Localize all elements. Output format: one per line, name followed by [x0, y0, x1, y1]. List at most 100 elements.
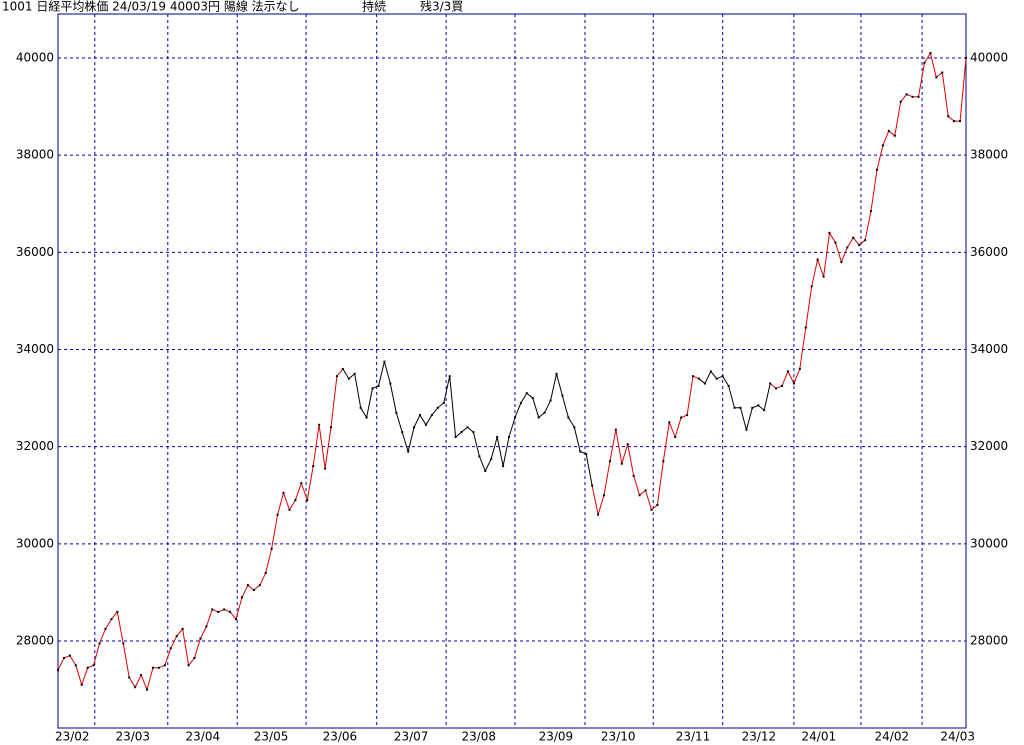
- x-tick-label: 23/04: [186, 730, 221, 744]
- y-tick-label: 34000: [16, 342, 54, 356]
- x-tick-label: 23/10: [601, 730, 636, 744]
- price-point: [157, 666, 160, 669]
- price-point: [466, 426, 469, 429]
- price-point: [472, 431, 475, 434]
- price-point: [798, 367, 801, 370]
- price-point: [757, 404, 760, 407]
- price-point: [413, 426, 416, 429]
- price-point: [430, 414, 433, 417]
- x-tick-label: 23/09: [539, 730, 574, 744]
- price-point: [965, 56, 967, 59]
- price-point: [662, 460, 665, 463]
- price-point: [905, 93, 908, 96]
- price-point: [199, 637, 202, 640]
- price-point: [86, 666, 89, 669]
- price-point: [929, 52, 932, 55]
- price-point: [923, 61, 926, 64]
- price-point: [739, 406, 742, 409]
- price-point: [715, 377, 718, 380]
- price-point: [692, 375, 695, 378]
- price-point: [460, 431, 463, 434]
- price-point: [911, 95, 914, 98]
- price-point: [359, 406, 362, 409]
- price-point: [341, 367, 344, 370]
- price-point: [371, 387, 374, 390]
- price-point: [122, 642, 125, 645]
- price-point: [92, 664, 95, 667]
- price-point: [252, 589, 255, 592]
- y2-tick-label: 38000: [970, 148, 1008, 162]
- price-point: [377, 384, 380, 387]
- price-line: [342, 361, 593, 486]
- price-point: [116, 610, 119, 613]
- price-point: [608, 460, 611, 463]
- price-point: [484, 469, 487, 472]
- price-point: [407, 450, 410, 453]
- price-point: [276, 513, 279, 516]
- price-point: [727, 384, 730, 387]
- price-point: [104, 627, 107, 630]
- price-point: [74, 664, 77, 667]
- price-point: [329, 426, 332, 429]
- price-point: [745, 428, 748, 431]
- price-point: [917, 95, 920, 98]
- price-point: [881, 144, 884, 147]
- price-point: [270, 547, 273, 550]
- price-point: [217, 610, 220, 613]
- price-point: [763, 409, 766, 412]
- price-point: [240, 596, 243, 599]
- y-tick-label: 28000: [16, 634, 54, 648]
- price-line: [698, 370, 771, 432]
- price-point: [442, 401, 445, 404]
- price-point: [335, 375, 338, 378]
- price-point: [543, 411, 546, 414]
- price-point: [769, 382, 772, 385]
- price-point: [502, 465, 505, 468]
- x-tick-label: 23/05: [254, 730, 289, 744]
- y2-tick-label: 28000: [970, 634, 1008, 648]
- price-point: [187, 664, 190, 667]
- price-point: [573, 426, 576, 429]
- y-tick-label: 40000: [16, 50, 54, 64]
- price-point: [478, 455, 481, 458]
- price-point: [567, 416, 570, 419]
- header-title: 1001 日経平均株価 24/03/19 40003円 陽線 法示なし: [2, 0, 300, 14]
- x-tick-label: 23/03: [115, 730, 150, 744]
- price-point: [211, 608, 214, 611]
- price-point: [306, 499, 309, 502]
- price-point: [353, 372, 356, 375]
- x-tick-label: 23/06: [323, 730, 358, 744]
- x-tick-label: 23/08: [461, 730, 496, 744]
- price-point: [294, 499, 297, 502]
- price-point: [151, 666, 154, 669]
- price-point: [347, 377, 350, 380]
- price-point: [169, 647, 172, 650]
- price-point: [57, 669, 59, 672]
- plot-frame: [57, 13, 967, 729]
- price-point: [223, 608, 226, 611]
- price-point: [680, 416, 683, 419]
- x-tick-label: 23/12: [742, 730, 777, 744]
- price-point: [264, 572, 267, 575]
- price-point: [401, 431, 404, 434]
- price-point: [258, 584, 261, 587]
- y2-tick-label: 40000: [970, 50, 1008, 64]
- price-point: [775, 387, 778, 390]
- price-point: [674, 435, 677, 438]
- price-point: [870, 210, 873, 213]
- price-point: [181, 627, 184, 630]
- price-point: [721, 375, 724, 378]
- price-point: [419, 414, 422, 417]
- price-point: [193, 657, 196, 660]
- price-point: [935, 76, 938, 79]
- price-point: [632, 474, 635, 477]
- price-point: [246, 584, 249, 587]
- price-point: [163, 664, 166, 667]
- price-point: [591, 484, 594, 487]
- price-point: [852, 236, 855, 239]
- price-point: [508, 435, 511, 438]
- price-point: [804, 326, 807, 329]
- price-point: [875, 168, 878, 171]
- price-point: [490, 457, 493, 460]
- price-point: [786, 370, 789, 373]
